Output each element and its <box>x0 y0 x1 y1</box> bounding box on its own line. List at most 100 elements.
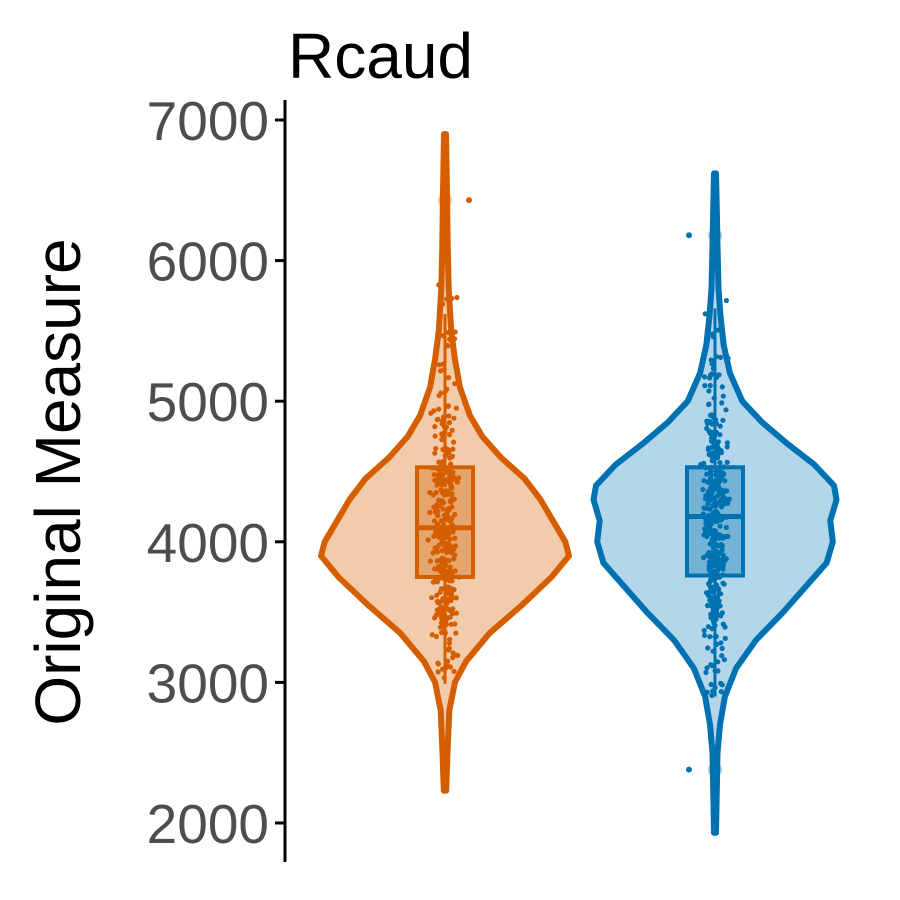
data-point <box>427 489 433 496</box>
data-point <box>710 365 717 372</box>
data-point <box>444 606 450 612</box>
data-point <box>725 500 731 506</box>
box-outline <box>415 465 475 579</box>
data-point <box>453 610 459 616</box>
data-point <box>446 375 452 381</box>
data-point <box>448 492 454 498</box>
data-point <box>724 459 730 465</box>
data-point <box>710 688 716 694</box>
data-point <box>720 580 726 586</box>
data-point <box>701 632 708 639</box>
data-point <box>434 549 441 555</box>
outlier-jitter-point <box>466 197 472 204</box>
data-point <box>717 299 723 306</box>
data-point <box>710 584 716 590</box>
data-point <box>440 361 446 367</box>
data-point <box>714 594 721 600</box>
data-point <box>446 645 452 652</box>
data-point <box>447 578 453 584</box>
data-point <box>708 577 714 583</box>
data-point <box>722 635 728 642</box>
data-point <box>701 627 707 634</box>
data-point <box>440 446 446 453</box>
data-point <box>708 490 714 496</box>
violins-layer <box>318 131 840 836</box>
data-point <box>441 675 447 681</box>
data-point <box>441 539 447 546</box>
data-point <box>436 393 442 399</box>
data-point <box>709 361 715 367</box>
data-point <box>716 550 722 557</box>
outlier-jitter-point <box>686 766 692 773</box>
data-point <box>714 582 720 588</box>
data-point <box>446 413 452 419</box>
data-point <box>441 415 447 422</box>
outlier-point <box>708 228 722 243</box>
data-point <box>431 472 437 478</box>
data-point <box>722 478 728 484</box>
data-point <box>704 689 710 695</box>
data-point <box>719 400 725 406</box>
data-point <box>438 481 444 487</box>
data-point <box>448 519 454 525</box>
data-point <box>437 476 444 482</box>
data-point <box>449 427 455 433</box>
data-point <box>454 479 460 485</box>
data-point <box>711 439 717 445</box>
data-point <box>708 603 715 609</box>
data-point <box>443 621 449 628</box>
data-point <box>715 439 722 445</box>
data-point <box>440 301 446 307</box>
data-point <box>450 446 456 452</box>
data-point <box>452 535 458 541</box>
data-point <box>704 590 710 596</box>
data-point <box>705 624 712 630</box>
data-point <box>707 517 713 523</box>
data-point <box>717 523 723 529</box>
data-point <box>707 498 713 504</box>
data-point <box>709 562 715 568</box>
data-point <box>449 504 455 510</box>
data-point <box>437 503 443 509</box>
data-point <box>706 401 712 408</box>
data-point <box>723 407 729 413</box>
data-point <box>427 558 433 564</box>
data-point <box>448 499 454 505</box>
y-tick-label: 5000 <box>147 371 269 433</box>
data-point <box>714 601 721 607</box>
outlier-point <box>438 193 452 208</box>
data-point <box>710 331 716 337</box>
data-point <box>713 374 720 380</box>
data-point <box>444 543 450 549</box>
data-point <box>715 668 721 674</box>
data-point <box>440 436 446 442</box>
data-point <box>446 479 452 485</box>
data-point <box>710 589 716 595</box>
data-point <box>448 485 454 491</box>
data-point <box>431 504 437 510</box>
data-point <box>434 417 440 423</box>
data-point <box>708 594 715 601</box>
box-outline <box>685 465 745 578</box>
data-point <box>722 624 728 630</box>
data-point <box>704 665 710 671</box>
data-point <box>446 329 452 336</box>
data-point <box>720 494 727 500</box>
data-point <box>434 558 440 564</box>
data-point <box>452 476 458 482</box>
data-point <box>712 623 718 629</box>
data-point <box>700 486 706 493</box>
data-point <box>451 668 457 675</box>
data-point <box>702 526 708 532</box>
data-point <box>702 311 708 317</box>
outlier-jitter-point <box>686 232 692 239</box>
data-point <box>429 632 435 638</box>
data-point <box>447 336 453 342</box>
data-point <box>442 665 449 671</box>
data-point <box>439 548 445 554</box>
data-point <box>442 477 449 483</box>
data-point <box>450 529 456 535</box>
data-point <box>442 482 448 488</box>
data-point <box>436 563 442 569</box>
